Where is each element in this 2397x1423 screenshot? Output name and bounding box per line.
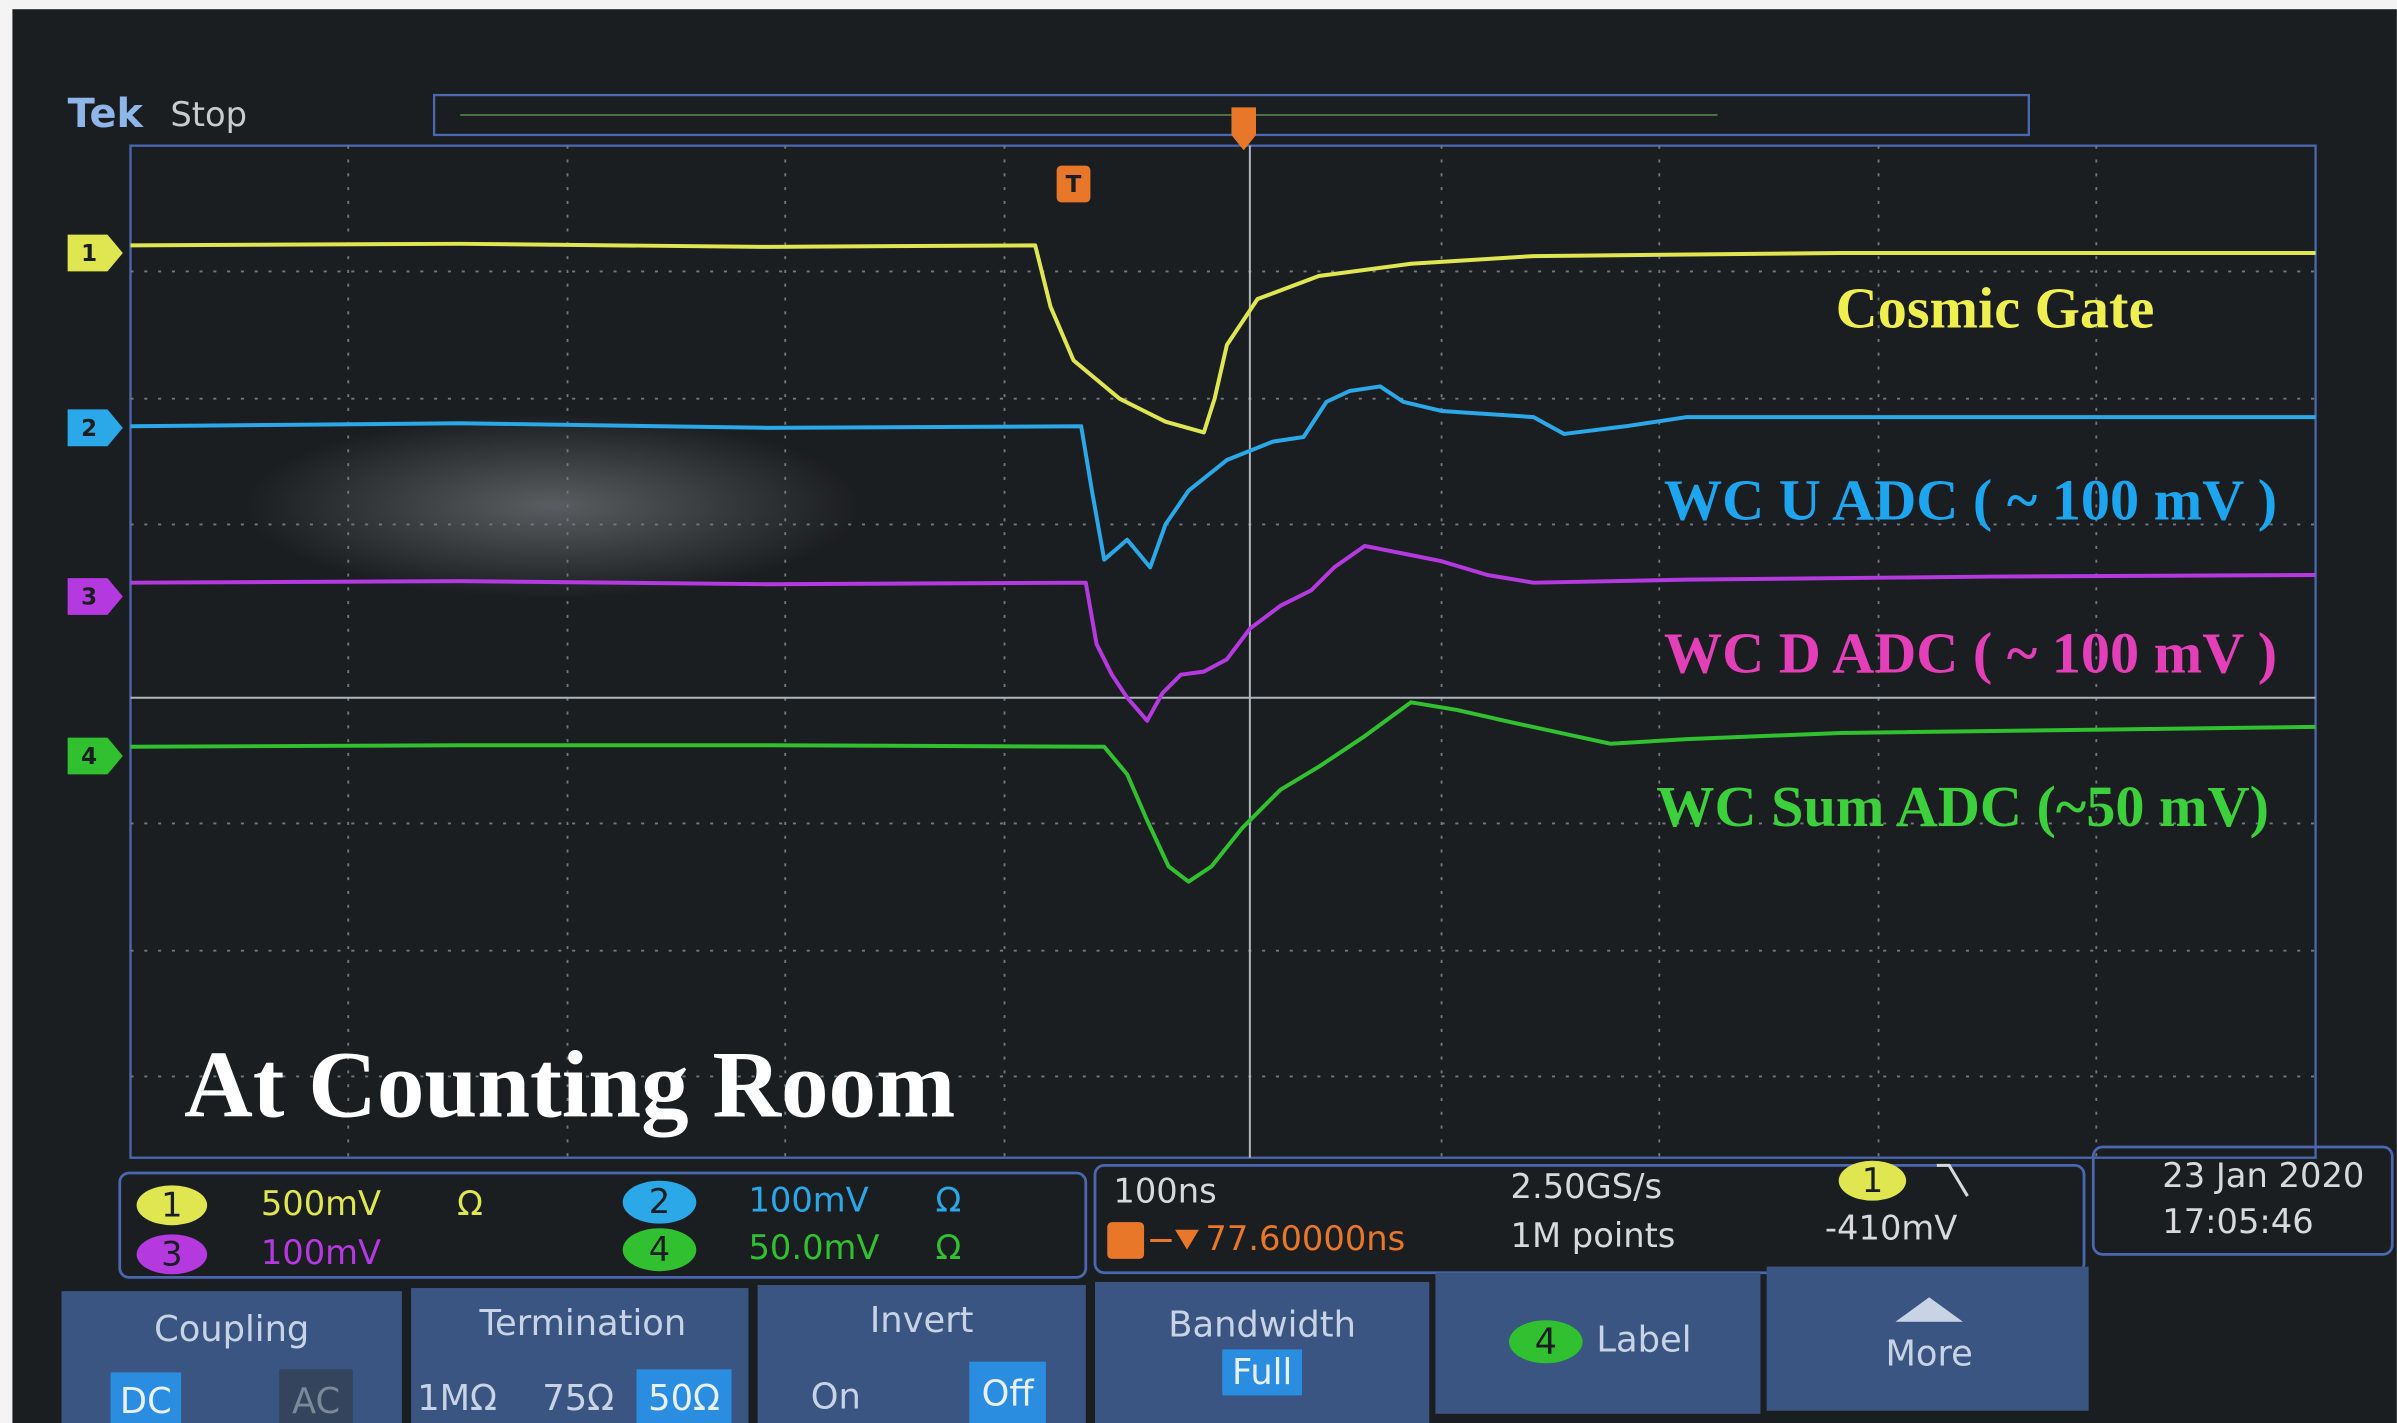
ch1-termination: Ω [457, 1184, 483, 1223]
ch3-number: 3 [161, 1234, 182, 1273]
termination-option[interactable]: 1MΩ [417, 1378, 497, 1419]
termination-option[interactable]: 75Ω [542, 1378, 614, 1419]
ch4-scale: 50.0mV [748, 1228, 879, 1267]
ch2-marker: 2 [81, 416, 97, 442]
menu: Coupling DC AC Termination 1MΩ 75Ω 50Ω I… [61, 1266, 2089, 1423]
record-length: 1M points [1511, 1216, 1676, 1255]
trigger-source: 1 [1862, 1161, 1883, 1200]
coupling-title: Coupling [154, 1309, 309, 1350]
trace-ch4 [130, 700, 2316, 884]
trigger-position: 77.60000ns [1205, 1219, 1405, 1258]
trace-ch1 [130, 241, 2316, 435]
termination-option[interactable]: 50Ω [648, 1378, 720, 1419]
more-button[interactable] [1766, 1266, 2089, 1411]
ch2-termination: Ω [936, 1181, 962, 1220]
expansion-marker [1231, 107, 1257, 151]
invert-option[interactable]: On [811, 1376, 861, 1417]
brand: Tek [68, 91, 145, 137]
label-title: Label [1596, 1320, 1691, 1361]
invert-title: Invert [870, 1300, 974, 1341]
termination-title: Termination [478, 1303, 686, 1344]
ch2-scale: 100mV [748, 1181, 868, 1220]
ch4-termination: Ω [936, 1228, 962, 1267]
graticule [129, 144, 2317, 1159]
sample-rate: 2.50GS/s [1511, 1167, 1663, 1206]
status: Stop [170, 95, 247, 134]
ch2-number: 2 [649, 1182, 670, 1221]
trigger-level: -410mV [1825, 1208, 1957, 1247]
ch3-marker-shape [67, 578, 123, 615]
coupling-option[interactable]: AC [292, 1381, 340, 1422]
annotation-ch3: WC D ADC ( ~ 100 mV ) [1664, 621, 2277, 686]
annotation-ch1: Cosmic Gate [1836, 276, 2155, 341]
invert-option[interactable]: Off [982, 1373, 1035, 1414]
timebase-readout: 100ns 77.60000ns 2.50GS/s 1M points 1 -4… [1107, 1156, 2364, 1259]
coupling-option[interactable]: DC [120, 1381, 172, 1422]
annotation-ch2: WC U ADC ( ~ 100 mV ) [1664, 467, 2277, 532]
more-title: More [1885, 1334, 1972, 1375]
trigger-marker: T [1066, 172, 1082, 198]
bandwidth-value: Full [1232, 1352, 1292, 1393]
annotation-ch4: WC Sum ADC (~50 mV) [1656, 774, 2269, 839]
label-button[interactable] [1435, 1272, 1761, 1414]
trigger-marker-box [1056, 165, 1091, 203]
ch1-number: 1 [161, 1185, 182, 1224]
time: 17:05:46 [2162, 1202, 2313, 1241]
caption: At Counting Room [184, 1032, 955, 1138]
ch4-marker-shape [67, 737, 123, 775]
channel-markers: 1 2 3 4 [67, 234, 123, 775]
annotations: Cosmic Gate WC U ADC ( ~ 100 mV ) WC D A… [1656, 276, 2277, 839]
ch4-marker: 4 [81, 744, 97, 770]
glare [245, 414, 859, 599]
label-channel: 4 [1535, 1321, 1557, 1362]
ch4-number: 4 [649, 1230, 670, 1269]
date: 23 Jan 2020 [2162, 1156, 2364, 1195]
traces [130, 241, 2316, 884]
ch1-marker-shape [67, 234, 123, 272]
ch2-marker-shape [67, 409, 123, 447]
channel-readout: 1 500mV Ω 2 100mV Ω 3 100mV 4 50.0mV Ω [136, 1181, 962, 1275]
ch3-scale: 100mV [261, 1233, 381, 1272]
ch1-marker: 1 [81, 241, 97, 267]
timebase: 100ns [1113, 1171, 1216, 1210]
trace-ch3 [130, 543, 2316, 723]
bandwidth-title: Bandwidth [1168, 1304, 1356, 1345]
trace-ch2 [130, 384, 2316, 570]
ch3-marker: 3 [81, 585, 97, 611]
center-axes [130, 145, 2316, 1158]
ch1-scale: 500mV [261, 1184, 381, 1223]
